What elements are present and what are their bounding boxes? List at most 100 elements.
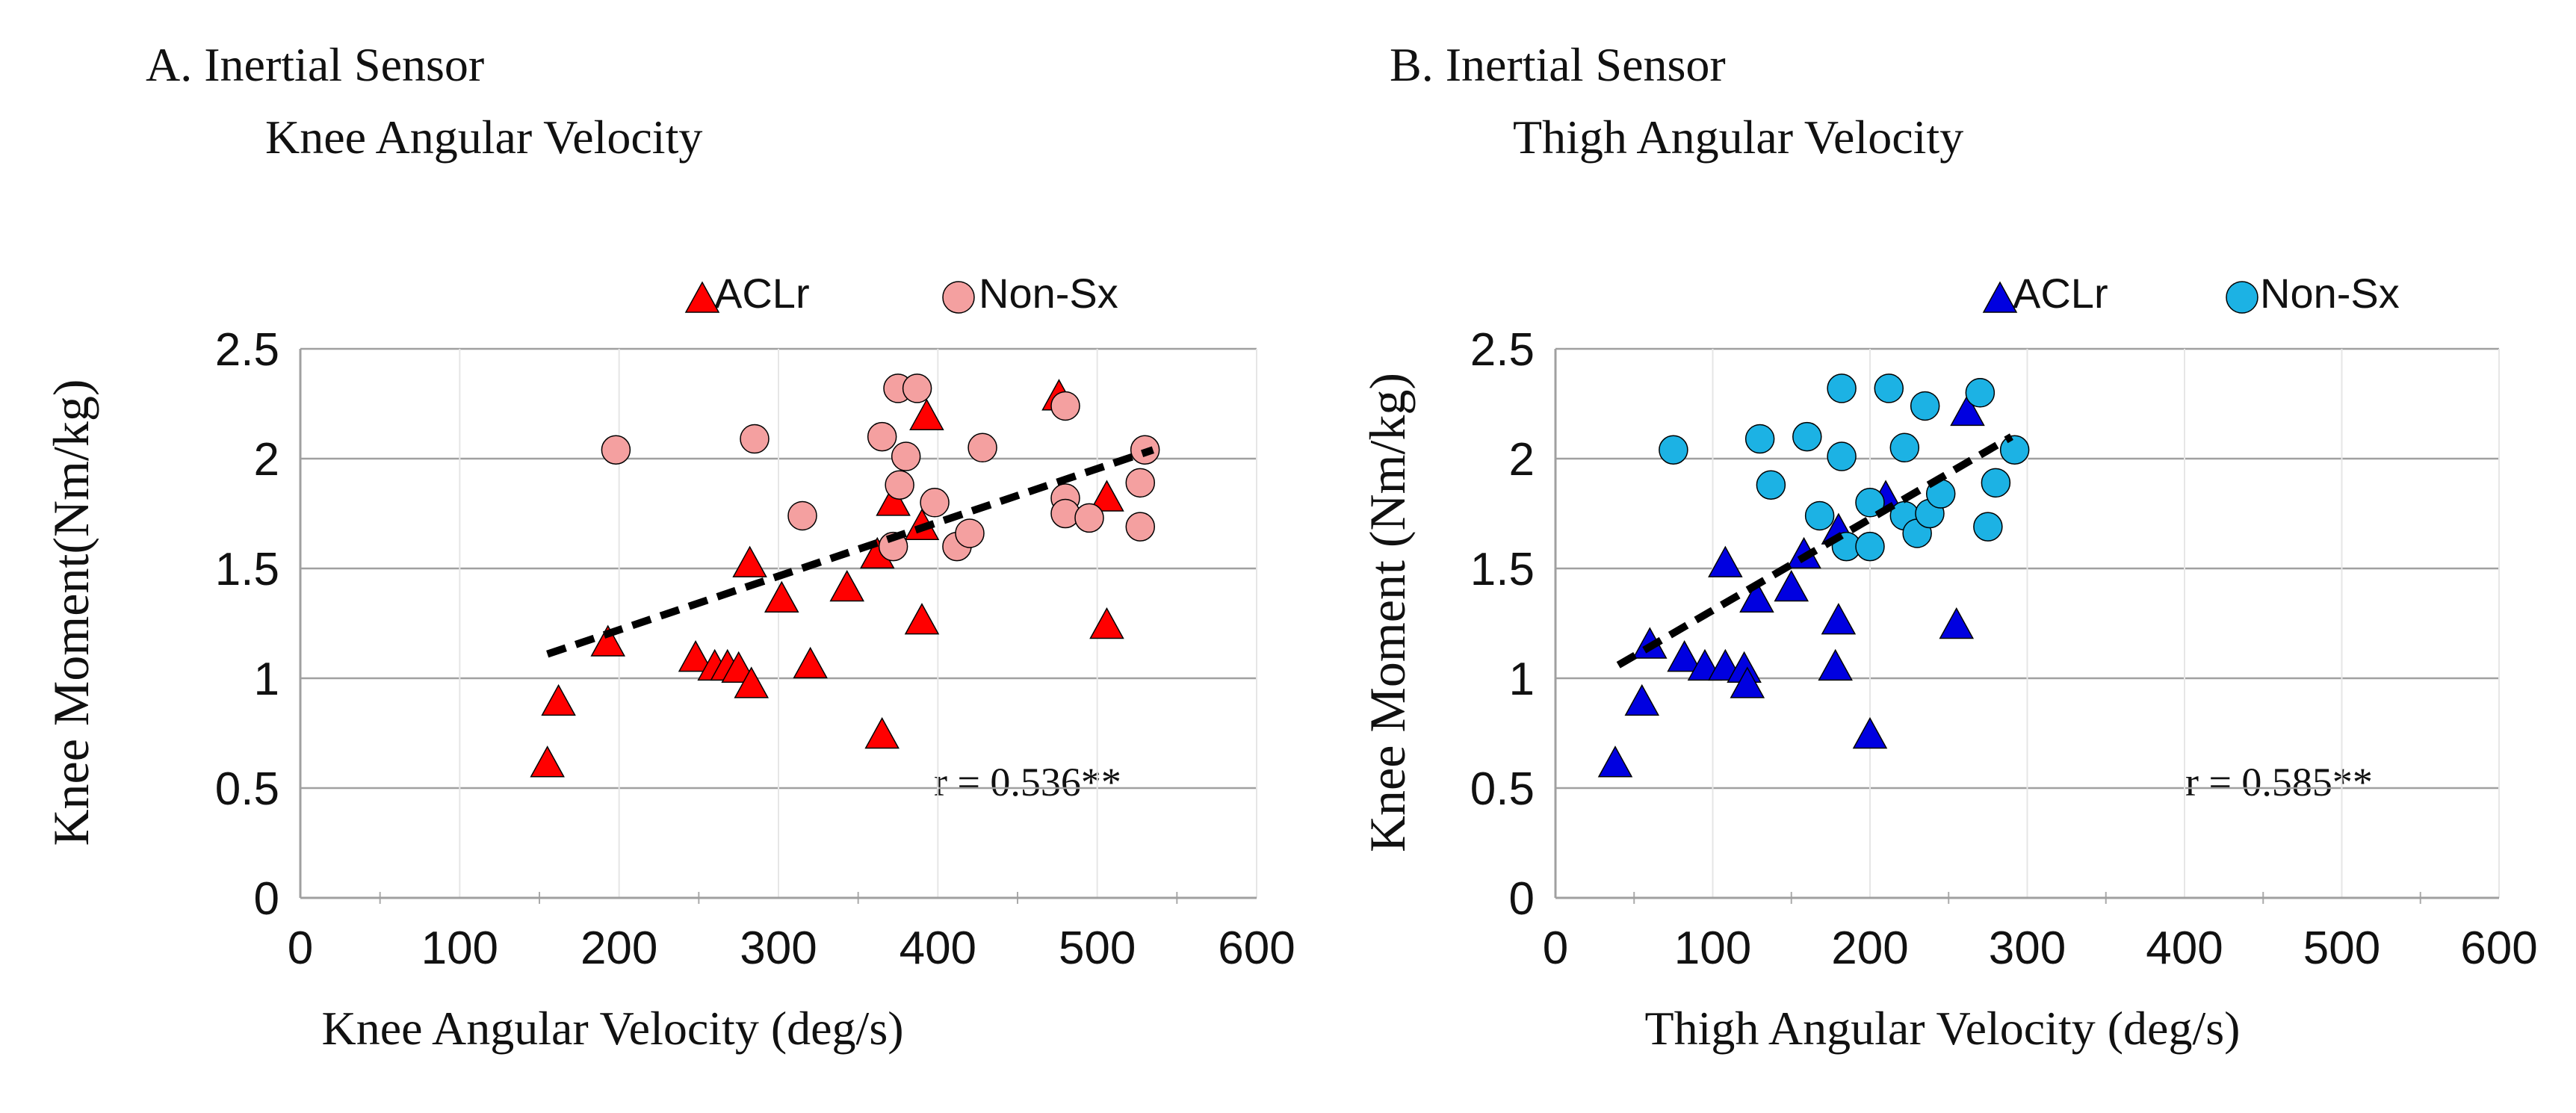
panel-b-legend-aclr: ACLr bbox=[2013, 270, 2108, 317]
panel-a-legend-nonsx: Non-Sx bbox=[979, 270, 1118, 317]
panel-b-ytick-label: 2 bbox=[1509, 434, 1535, 486]
panel-a-subtitle: Knee Angular Velocity bbox=[265, 111, 702, 164]
panel-b-point-aclr bbox=[1730, 666, 1765, 698]
panel-a-legend-aclr-icon bbox=[684, 281, 720, 313]
panel-b-title: B. Inertial Sensor bbox=[1390, 38, 1726, 91]
panel-a-point-nonsx bbox=[955, 518, 985, 548]
panel-a-point-nonsx bbox=[902, 373, 932, 403]
panel-b-point-nonsx bbox=[1965, 378, 1996, 408]
panel-b-legend-aclr-icon bbox=[1982, 281, 2018, 313]
panel-a-ytick-label: 1.5 bbox=[215, 544, 279, 595]
panel-b-point-aclr bbox=[1597, 745, 1633, 778]
panel-b-legend-nonsx: Non-Sx bbox=[2260, 270, 2400, 317]
panel-b-ylabel: Knee Moment (Nm/kg) bbox=[1359, 373, 1416, 852]
panel-a-point-nonsx bbox=[787, 500, 817, 531]
panel-b-point-aclr bbox=[1818, 648, 1853, 681]
panel-b-point-nonsx bbox=[1855, 531, 1885, 562]
panel-b-legend-nonsx-icon bbox=[2226, 281, 2258, 314]
panel-a-point-aclr bbox=[909, 398, 944, 430]
panel-b-point-nonsx bbox=[1744, 424, 1775, 454]
panel-a-ytick-label: 0.5 bbox=[215, 763, 279, 815]
panel-a-point-nonsx bbox=[1125, 512, 1156, 542]
panel-b-point-nonsx bbox=[1874, 373, 1904, 403]
panel-b-xtick-label: 0 bbox=[1543, 923, 1568, 974]
panel-a-ytick-label: 2.5 bbox=[215, 324, 279, 376]
panel-a-point-nonsx bbox=[867, 421, 897, 452]
panel-a-point-nonsx bbox=[740, 424, 770, 454]
panel-b-xtick-label: 200 bbox=[1831, 923, 1908, 974]
panel-a-point-aclr bbox=[829, 569, 865, 602]
panel-a-point-aclr bbox=[541, 683, 576, 716]
panel-a-ytick-label: 2 bbox=[254, 434, 279, 486]
panel-b-point-aclr bbox=[1939, 607, 1975, 639]
panel-a-point-aclr bbox=[876, 484, 911, 516]
panel-a-xtick-label: 600 bbox=[1218, 923, 1295, 974]
panel-a-xtick-label: 100 bbox=[421, 923, 498, 974]
panel-a-point-aclr bbox=[530, 745, 565, 778]
panel-b-point-aclr bbox=[1667, 640, 1702, 672]
panel-b-point-nonsx bbox=[1981, 468, 2011, 498]
panel-b-ytick-label: 0 bbox=[1509, 873, 1535, 925]
panel-b-point-nonsx bbox=[1756, 470, 1786, 500]
panel-a-xlabel: Knee Angular Velocity (deg/s) bbox=[321, 1002, 903, 1055]
panel-a-point-nonsx bbox=[891, 441, 921, 471]
panel-b-point-nonsx bbox=[1999, 435, 2030, 465]
panel-a-point-nonsx bbox=[601, 435, 631, 465]
panel-b-ytick-label: 1 bbox=[1509, 654, 1535, 705]
panel-a-point-nonsx bbox=[1125, 468, 1156, 498]
panel-a-point-aclr bbox=[1089, 607, 1124, 639]
panel-a-legend-nonsx-icon bbox=[942, 281, 975, 314]
panel-a-xtick-label: 400 bbox=[900, 923, 976, 974]
panel-a-point-nonsx bbox=[1074, 503, 1104, 533]
panel-a-point-nonsx bbox=[920, 488, 950, 518]
panel-b-point-nonsx bbox=[1910, 391, 1940, 421]
panel-b-point-aclr bbox=[1708, 545, 1743, 577]
panel-b-point-nonsx bbox=[1889, 433, 1920, 463]
panel-b-point-nonsx bbox=[1792, 421, 1822, 452]
panel-a-point-nonsx bbox=[1050, 391, 1080, 421]
panel-b-point-aclr bbox=[1774, 569, 1809, 602]
panel-b-subtitle: Thigh Angular Velocity bbox=[1513, 111, 1963, 164]
panel-b-point-nonsx bbox=[1827, 373, 1857, 403]
panel-b-point-aclr bbox=[1950, 394, 1985, 427]
panel-a-point-aclr bbox=[864, 716, 900, 749]
panel-b-xtick-label: 100 bbox=[1674, 923, 1751, 974]
panel-b-point-aclr bbox=[1739, 580, 1774, 613]
panel-b-trendline bbox=[1616, 433, 2013, 669]
panel-b-ytick-label: 0.5 bbox=[1470, 763, 1535, 815]
panel-a-trendline bbox=[546, 446, 1154, 658]
panel-a-legend-aclr: ACLr bbox=[714, 270, 810, 317]
panel-a-point-aclr bbox=[590, 624, 626, 657]
panel-b-xtick-label: 600 bbox=[2460, 923, 2537, 974]
panel-a-point-aclr bbox=[721, 651, 756, 683]
panel-a-point-aclr bbox=[678, 640, 713, 672]
panel-b-ytick-label: 1.5 bbox=[1470, 544, 1535, 595]
panel-a-point-nonsx bbox=[885, 470, 914, 500]
panel-a-xtick-label: 500 bbox=[1059, 923, 1136, 974]
panel-a-point-aclr bbox=[1089, 480, 1124, 512]
panel-b-xtick-label: 500 bbox=[2303, 923, 2380, 974]
panel-a-annotation: r = 0.536** bbox=[934, 760, 1121, 804]
panel-a-xtick-label: 200 bbox=[580, 923, 657, 974]
panel-a-title: A. Inertial Sensor bbox=[146, 38, 484, 91]
panel-a-ytick-label: 0 bbox=[254, 873, 279, 925]
panel-a-point-nonsx bbox=[878, 531, 908, 562]
panel-b-xtick-label: 300 bbox=[1989, 923, 2066, 974]
panel-b-point-nonsx bbox=[1855, 488, 1885, 518]
panel-a-ytick-label: 1 bbox=[254, 654, 279, 705]
panel-a-xtick-label: 0 bbox=[288, 923, 313, 974]
panel-b-point-nonsx bbox=[1804, 500, 1835, 531]
panel-b-xlabel: Thigh Angular Velocity (deg/s) bbox=[1645, 1002, 2241, 1055]
panel-b-point-nonsx bbox=[1827, 441, 1857, 471]
panel-a-ylabel: Knee Moment(Nm/kg) bbox=[43, 379, 99, 846]
panel-a-point-nonsx bbox=[967, 433, 997, 463]
panel-b-point-nonsx bbox=[1973, 512, 2003, 542]
panel-b-point-aclr bbox=[1852, 716, 1888, 749]
panel-a-point-aclr bbox=[764, 580, 799, 613]
panel-a-point-aclr bbox=[904, 603, 940, 635]
panel-b-point-nonsx bbox=[1659, 435, 1688, 465]
panel-a-point-aclr bbox=[734, 666, 770, 698]
panel-a-point-aclr bbox=[732, 545, 767, 577]
panel-b-xtick-label: 400 bbox=[2146, 923, 2223, 974]
